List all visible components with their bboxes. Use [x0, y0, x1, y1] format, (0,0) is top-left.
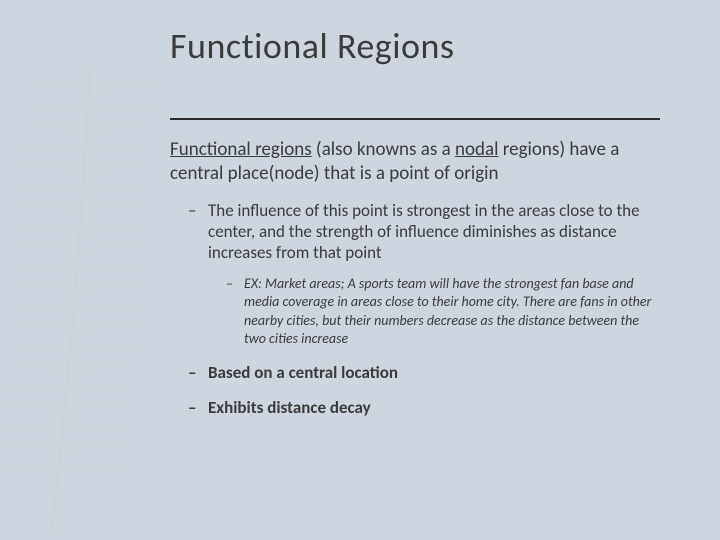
bullet-1a: EX: Market areas; A sports team will hav…: [230, 275, 660, 348]
slide: Functional Regions Functional regions (a…: [0, 0, 720, 540]
sub-bullet-list: EX: Market areas; A sports team will hav…: [208, 275, 660, 348]
bullet-2: Based on a central location: [194, 362, 660, 383]
intro-paragraph: Functional regions (also knowns as a nod…: [170, 138, 660, 186]
intro-underline-1: Functional regions: [170, 138, 312, 161]
bullet-1-text: The influence of this point is strongest…: [208, 200, 640, 264]
bullet-3: Exhibits distance decay: [194, 397, 660, 418]
intro-text-mid: (also knowns as a: [312, 138, 455, 161]
bullet-1: The influence of this point is strongest…: [194, 200, 660, 349]
title-divider: [170, 118, 660, 120]
bullet-list: The influence of this point is strongest…: [170, 200, 660, 419]
slide-title: Functional Regions: [170, 24, 660, 68]
intro-underline-2: nodal: [455, 138, 498, 161]
